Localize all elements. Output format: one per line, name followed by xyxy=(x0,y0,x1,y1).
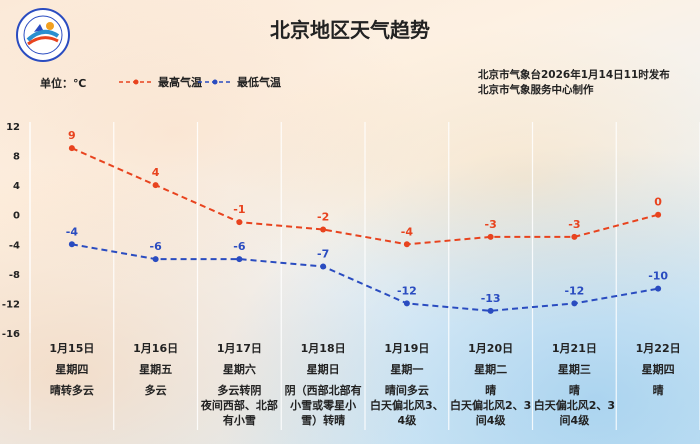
series-high-data-label: 0 xyxy=(654,196,662,209)
weather-description-line: 晴间多云 xyxy=(384,384,429,397)
x-tick-weekday: 星期一 xyxy=(390,363,424,376)
x-category-column: 1月16日星期五多云 xyxy=(114,341,198,398)
series-high-data-label: -1 xyxy=(233,203,245,216)
weather-description-line: 白天偏北风2、3 xyxy=(533,399,616,412)
x-tick-date: 1月19日 xyxy=(384,342,430,355)
x-tick-date: 1月22日 xyxy=(635,342,681,355)
x-tick-date: 1月20日 xyxy=(468,342,514,355)
weather-description-line: 白天偏北风3、 xyxy=(370,399,444,412)
weather-description-line: 阴（西部北部有 xyxy=(284,384,362,397)
x-category-column: 1月17日星期六多云转阴夜间西部、北部 有小雪 xyxy=(197,341,281,428)
legend-high: 最高气温 xyxy=(118,74,202,90)
y-tick-label: 4 xyxy=(13,181,20,192)
y-tick-label: 0 xyxy=(13,211,20,222)
weather-description-line: 晴 xyxy=(568,384,580,397)
x-tick-weekday: 星期三 xyxy=(557,363,591,376)
series-high-point xyxy=(152,182,159,189)
series-low-data-label: -12 xyxy=(397,284,417,297)
series-low-data-label: -7 xyxy=(317,247,329,260)
series-high-data-label: 4 xyxy=(152,166,160,179)
series-low-data-label: -13 xyxy=(481,292,501,305)
series-high-data-label: -4 xyxy=(401,225,414,238)
series-low-data-label: -12 xyxy=(564,284,584,297)
x-tick-date: 1月15日 xyxy=(49,342,95,355)
series-high-point xyxy=(236,219,243,226)
series-low-point xyxy=(152,256,159,263)
series-high-data-label: -3 xyxy=(568,218,580,231)
series-low-point xyxy=(68,241,75,248)
series-low-data-label: -6 xyxy=(150,240,163,253)
series-low-data-label: -6 xyxy=(233,240,246,253)
series-low-data-label: -4 xyxy=(66,225,79,238)
publish-info-line2: 北京市气象服务中心制作 xyxy=(478,84,594,96)
x-tick-date: 1月16日 xyxy=(133,342,179,355)
series-high-data-label: -2 xyxy=(317,211,329,224)
unit-label: 单位：℃ xyxy=(40,77,87,90)
weather-description-line: 晴 xyxy=(652,384,664,397)
y-tick-label: -16 xyxy=(2,329,20,340)
series-high-point xyxy=(655,211,662,218)
chart-title: 北京地区天气趋势 xyxy=(270,18,430,42)
x-tick-date: 1月18日 xyxy=(300,342,346,355)
series-low-point xyxy=(655,285,662,292)
series-high-point xyxy=(571,233,578,240)
series-high-data-label: -3 xyxy=(485,218,497,231)
weather-description-line: 白天偏北风2、3 xyxy=(449,399,532,412)
weather-description-line: 多云转阴 xyxy=(217,384,262,397)
series-low-point xyxy=(487,307,494,314)
legend-high-swatch xyxy=(119,79,153,85)
x-tick-weekday: 星期二 xyxy=(474,363,508,376)
weather-description-line: 间4级 xyxy=(475,414,506,427)
weather-description-line: 有小雪 xyxy=(222,414,256,427)
weather-description-line: 夜间西部、北部 xyxy=(200,399,278,412)
x-tick-weekday: 星期六 xyxy=(222,363,256,376)
weather-description-line: 晴 xyxy=(485,384,497,397)
series-high-point xyxy=(487,233,494,240)
series-low-point xyxy=(320,263,327,270)
x-category-column: 1月20日星期二晴白天偏北风2、3 间4级 xyxy=(449,341,533,428)
series-high-point xyxy=(320,226,327,233)
y-tick-label: -8 xyxy=(9,270,20,281)
x-tick-date: 1月17日 xyxy=(216,342,262,355)
legend-high-label: 最高气温 xyxy=(158,76,202,89)
series-low-point xyxy=(571,300,578,307)
series-high-data-label: 9 xyxy=(68,129,76,142)
series-low-data-label: -10 xyxy=(648,270,668,283)
meteorological-service-logo xyxy=(16,8,70,62)
weather-description-line: 间4级 xyxy=(559,414,590,427)
x-category-column: 1月18日星期日阴（西部北部有 小雪或零星小 雪）转晴 xyxy=(281,341,365,428)
x-category-column: 1月15日星期四晴转多云 xyxy=(30,341,114,398)
series-high-point xyxy=(403,241,410,248)
x-tick-weekday: 星期四 xyxy=(55,363,89,376)
x-tick-weekday: 星期四 xyxy=(641,363,675,376)
weather-description-line: 多云 xyxy=(144,384,167,397)
weather-description-line: 雪）转晴 xyxy=(301,414,346,427)
legend-low-label: 最低气温 xyxy=(237,76,281,89)
y-tick-label: 12 xyxy=(6,122,20,133)
legend-low: 最低气温 xyxy=(197,74,281,90)
legend-low-swatch xyxy=(198,79,232,85)
x-category-column: 1月22日星期四晴 xyxy=(616,341,700,398)
y-tick-label: 8 xyxy=(13,152,20,163)
x-category-column: 1月21日星期三晴白天偏北风2、3 间4级 xyxy=(532,341,616,428)
weather-description-line: 小雪或零星小 xyxy=(290,399,357,412)
weather-description-line: 晴转多云 xyxy=(49,384,94,397)
series-high-point xyxy=(68,145,75,152)
weather-description-line: 4级 xyxy=(397,414,417,427)
x-tick-weekday: 星期五 xyxy=(139,363,173,376)
x-category-column: 1月19日星期一晴间多云白天偏北风3、 4级 xyxy=(365,341,449,428)
x-tick-date: 1月21日 xyxy=(551,342,597,355)
series-low-point xyxy=(236,256,243,263)
y-tick-label: -4 xyxy=(9,240,20,251)
x-tick-weekday: 星期日 xyxy=(306,363,340,376)
series-low-point xyxy=(403,300,410,307)
publish-info-line1: 北京市气象台2026年1月14日11时发布 xyxy=(478,69,670,81)
y-tick-label: -12 xyxy=(2,299,20,310)
